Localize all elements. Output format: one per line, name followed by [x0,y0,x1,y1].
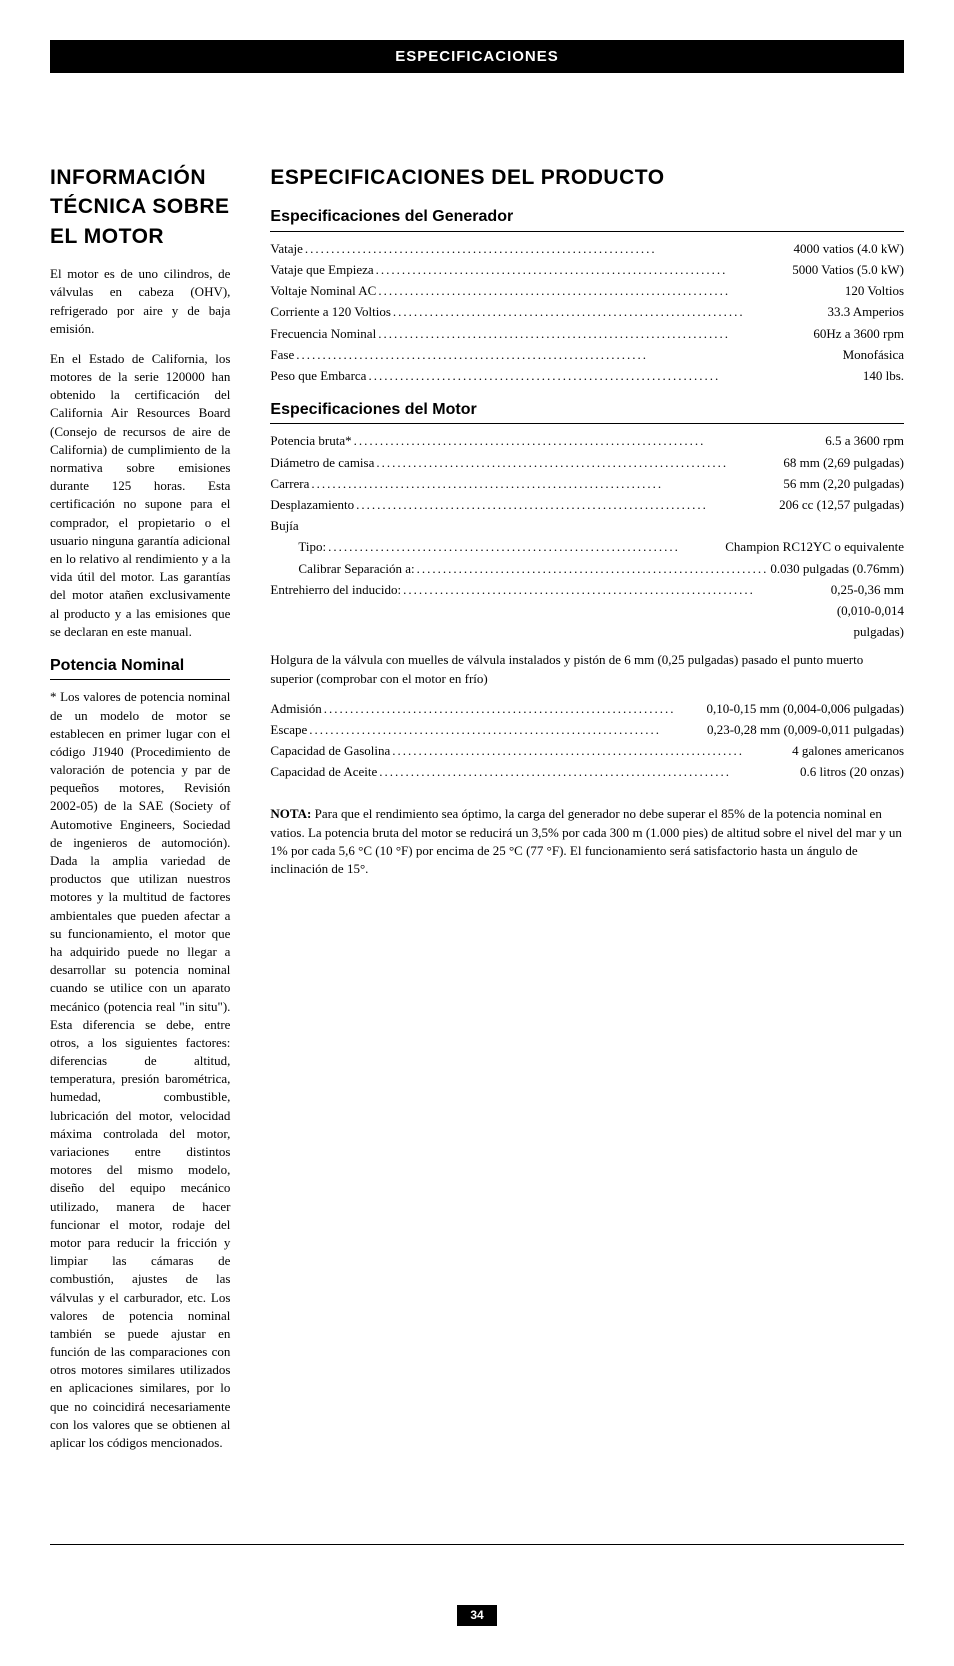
nota-paragraph: NOTA: Para que el rendimiento sea óptimo… [270,805,904,878]
spec-label: Capacidad de Gasolina [270,742,390,760]
spec-value: 0.6 litros (20 onzas) [800,763,904,781]
leader-dots [392,742,790,760]
spec-line: Voltaje Nominal AC 120 Voltios [270,282,904,300]
spec-value: 0.030 pulgadas (0.76mm) [770,560,904,578]
potencia-nominal-heading: Potencia Nominal [50,655,230,680]
leader-dots [356,496,777,514]
entrehierro-cont1: (0,010-0,014 [270,602,904,620]
left-heading: INFORMACIÓN TÉCNICA SOBRE EL MOTOR [50,163,230,251]
spec-value: 0,10-0,15 mm (0,004-0,006 pulgadas) [706,700,904,718]
spec-label: Corriente a 120 Voltios [270,303,391,321]
spec-line: Capacidad de Aceite 0.6 litros (20 onzas) [270,763,904,781]
nota-text: Para que el rendimiento sea óptimo, la c… [270,806,901,876]
spec-value: Champion RC12YC o equivalente [725,538,904,556]
spec-label: Diámetro de camisa [270,454,374,472]
spec-line: Vataje que Empieza 5000 Vatios (5.0 kW) [270,261,904,279]
entrehierro-line: Entrehierro del inducido: 0,25-0,36 mm [270,581,904,599]
right-heading: ESPECIFICACIONES DEL PRODUCTO [270,163,904,192]
spec-value: 206 cc (12,57 pulgadas) [779,496,904,514]
spec-label: Escape [270,721,307,739]
spec-value: 140 lbs. [863,367,904,385]
spec-label: Tipo: [298,538,326,556]
spec-label: Carrera [270,475,309,493]
spec-label: Voltaje Nominal AC [270,282,376,300]
motor-specs-list-2: Admisión 0,10-0,15 mm (0,004-0,006 pulgad… [270,700,904,782]
generator-specs-list: Vataje 4000 vatios (4.0 kW) Vataje que Emp… [270,240,904,385]
generator-specs-heading: Especificaciones del Generador [270,206,904,231]
entrehierro-value: 0,25-0,36 mm [831,581,904,599]
spec-line: Admisión 0,10-0,15 mm (0,004-0,006 pulgad… [270,700,904,718]
leader-dots [296,346,840,364]
spec-line: Diámetro de camisa 68 mm (2,69 pulgadas) [270,454,904,472]
leader-dots [403,581,829,599]
left-column: INFORMACIÓN TÉCNICA SOBRE EL MOTOR El mo… [50,163,230,1464]
spec-line: Tipo: Champion RC12YC o equivalente [270,538,904,556]
motor-specs-list-1: Potencia bruta* 6.5 a 3600 rpm Diámetro de… [270,432,904,514]
entrehierro-label: Entrehierro del inducido: [270,581,401,599]
spec-label: Desplazamiento [270,496,354,514]
spec-value: 68 mm (2,69 pulgadas) [783,454,904,472]
spec-value: 56 mm (2,20 pulgadas) [783,475,904,493]
spec-label: Capacidad de Aceite [270,763,377,781]
spec-value: 33.3 Amperios [827,303,904,321]
leader-dots [368,367,860,385]
spec-value: 120 Voltios [845,282,904,300]
nota-label: NOTA: [270,806,311,821]
spec-value: 60Hz a 3600 rpm [813,325,904,343]
spec-label: Potencia bruta* [270,432,351,450]
holgura-paragraph: Holgura de la válvula con muelles de vál… [270,651,904,687]
spec-value: 6.5 a 3600 rpm [825,432,904,450]
leader-dots [378,325,811,343]
motor-intro-paragraph: El motor es de uno cilindros, de válvula… [50,265,230,338]
leader-dots [417,560,769,578]
leader-dots [379,763,798,781]
bujia-specs-list: Tipo: Champion RC12YC o equivalente Calibr… [270,538,904,577]
spec-label: Vataje que Empieza [270,261,373,279]
spec-line: Calibrar Separación a: 0.030 pulgadas (0.… [270,560,904,578]
spec-value: Monofásica [843,346,904,364]
spec-line: Corriente a 120 Voltios 33.3 Amperios [270,303,904,321]
leader-dots [376,261,791,279]
footer-divider [50,1544,904,1545]
spec-line: Frecuencia Nominal 60Hz a 3600 rpm [270,325,904,343]
leader-dots [309,721,705,739]
spec-value: 4 galones americanos [792,742,904,760]
spec-label: Admisión [270,700,321,718]
spec-value: 0,23-0,28 mm (0,009-0,011 pulgadas) [707,721,904,739]
spec-line: Escape 0,23-0,28 mm (0,009-0,011 pulgadas… [270,721,904,739]
spec-label: Calibrar Separación a: [298,560,414,578]
spec-line: Fase Monofásica [270,346,904,364]
spec-value: 4000 vatios (4.0 kW) [794,240,904,258]
bujia-label-line: Bujía [270,517,904,535]
leader-dots [311,475,781,493]
bujia-label: Bujía [270,517,298,535]
spec-line: Vataje 4000 vatios (4.0 kW) [270,240,904,258]
spec-label: Frecuencia Nominal [270,325,376,343]
spec-line: Peso que Embarca 140 lbs. [270,367,904,385]
leader-dots [393,303,826,321]
entrehierro-cont2: pulgadas) [270,623,904,641]
potencia-nominal-paragraph: * Los valores de potencia nominal de un … [50,688,230,1452]
california-cert-paragraph: En el Estado de California, los motores … [50,350,230,641]
spec-label: Vataje [270,240,302,258]
motor-specs-heading: Especificaciones del Motor [270,399,904,424]
section-header-bar: ESPECIFICACIONES [50,40,904,73]
spec-label: Fase [270,346,294,364]
leader-dots [324,700,705,718]
spec-label: Peso que Embarca [270,367,366,385]
leader-dots [305,240,792,258]
spec-line: Carrera 56 mm (2,20 pulgadas) [270,475,904,493]
content-columns: INFORMACIÓN TÉCNICA SOBRE EL MOTOR El mo… [50,163,904,1464]
leader-dots [354,432,824,450]
right-column: ESPECIFICACIONES DEL PRODUCTO Especifica… [270,163,904,1464]
spec-line: Capacidad de Gasolina 4 galones americano… [270,742,904,760]
leader-dots [328,538,723,556]
spec-value: 5000 Vatios (5.0 kW) [792,261,904,279]
page-number: 34 [457,1605,497,1626]
leader-dots [376,454,781,472]
spec-line: Desplazamiento 206 cc (12,57 pulgadas) [270,496,904,514]
spec-line: Potencia bruta* 6.5 a 3600 rpm [270,432,904,450]
leader-dots [378,282,843,300]
